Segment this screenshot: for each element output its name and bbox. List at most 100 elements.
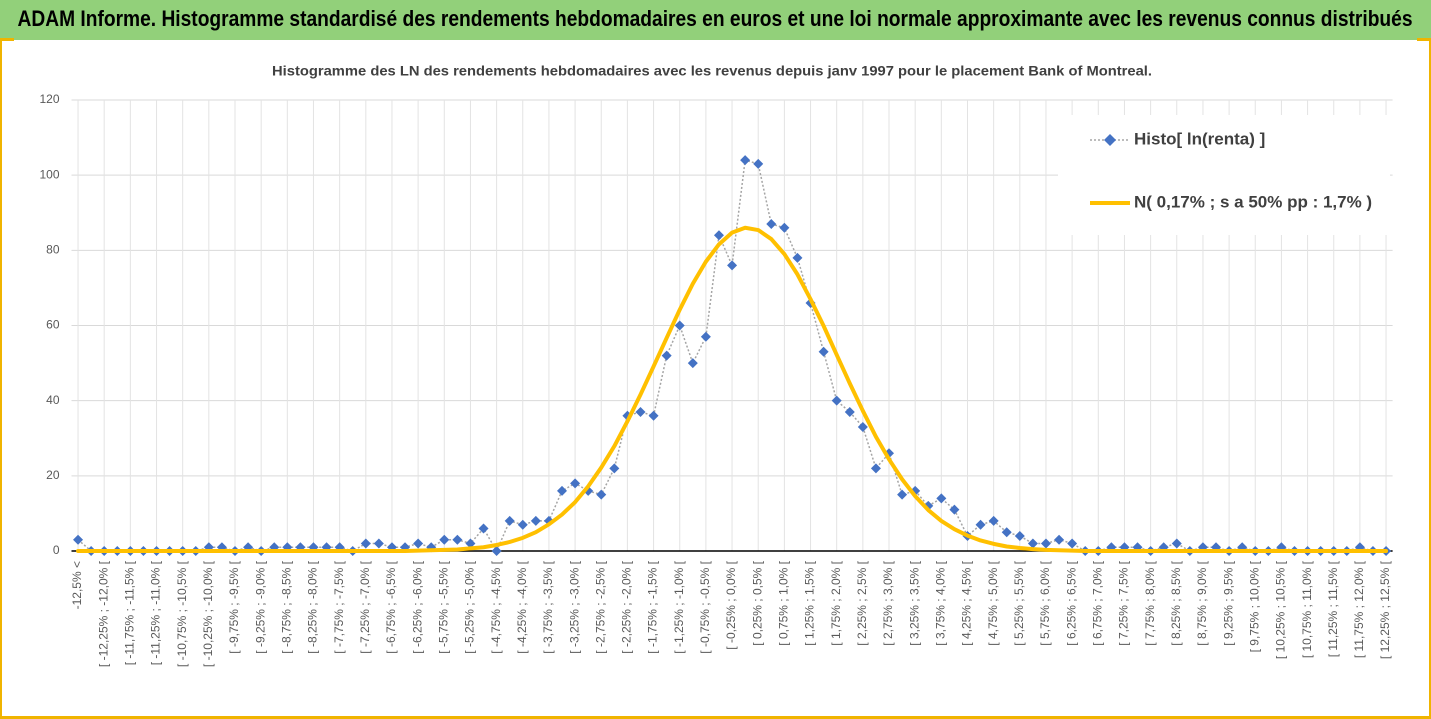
x-tick-label: [ 5,75% ; 6,0% [ (1038, 560, 1052, 645)
legend-label: N( 0,17% ; s a 50% pp : 1,7% ) (1134, 192, 1372, 211)
series-curve (76, 225, 1389, 553)
data-point (439, 534, 450, 545)
x-tick-label: [ -3,75% ; -3,5% [ (541, 560, 555, 653)
x-tick-label: [ 3,25% ; 3,5% [ (907, 560, 921, 645)
x-tick-label: [ 7,75% ; 8,0% [ (1143, 560, 1157, 645)
data-point (491, 546, 502, 556)
x-tick-label: [ 5,25% ; 5,5% [ (1012, 560, 1026, 645)
data-point (897, 489, 908, 500)
x-tick-label: [ 9,25% ; 9,5% [ (1221, 560, 1235, 645)
x-tick-label: [ -1,25% ; -1,0% [ (672, 560, 686, 653)
legend-label: Histo[ ln(renta) ] (1134, 129, 1265, 148)
data-point (988, 515, 999, 526)
legend-box (1058, 115, 1390, 235)
data-point (687, 358, 698, 369)
data-point (713, 230, 724, 241)
x-tick-label: [ 6,25% ; 6,5% [ (1064, 560, 1078, 645)
x-tick-label: [ -11,75% ; -11,5% [ (123, 560, 137, 665)
data-point (504, 515, 515, 526)
x-tick-label: [ 2,75% ; 3,0% [ (881, 560, 895, 645)
x-tick-label: [ 12,25% ; 12,5% [ (1378, 560, 1392, 659)
x-tick-label: [ 4,25% ; 4,5% [ (960, 560, 974, 645)
data-point (753, 158, 764, 169)
data-point (478, 523, 489, 534)
y-tick-label: 60 (46, 318, 60, 332)
legend-marker (1104, 134, 1116, 146)
x-tick-label: [ 11,75% ; 12,0% [ (1352, 560, 1366, 658)
frame-bottom (0, 716, 1431, 719)
data-point (609, 463, 620, 474)
y-tick-label: 20 (46, 468, 60, 482)
x-tick-label: [ 8,75% ; 9,0% [ (1195, 560, 1209, 645)
data-point (635, 406, 646, 417)
x-tick-label: [ -12,25% ; -12,0% [ (96, 560, 110, 667)
data-point (373, 538, 384, 549)
x-tick-label: [ -7,25% ; -7,0% [ (358, 560, 372, 653)
data-point (1054, 534, 1065, 545)
x-tick-label: [ -0,25% ; 0,0% [ (724, 560, 738, 649)
y-tick-label: 40 (46, 393, 60, 407)
frame-right (1429, 38, 1431, 719)
data-point (452, 534, 463, 545)
data-point (661, 350, 672, 361)
x-tick-label: [ -3,25% ; -3,0% [ (567, 560, 581, 653)
x-tick-label: [ -5,25% ; -5,0% [ (463, 560, 477, 653)
data-point (360, 538, 371, 549)
x-tick-label: [ 11,25% ; 11,5% [ (1326, 560, 1340, 657)
data-point (779, 222, 790, 233)
data-point (857, 421, 868, 432)
x-tick-label: [ 7,25% ; 7,5% [ (1117, 560, 1131, 645)
header-bar (0, 0, 1431, 40)
data-point (740, 155, 751, 166)
data-point (766, 219, 777, 230)
x-tick-label: [ -8,75% ; -8,5% [ (279, 560, 293, 653)
data-point (648, 410, 659, 421)
data-point (936, 493, 947, 504)
data-point (727, 260, 738, 271)
x-tick-label: [ 1,75% ; 2,0% [ (829, 560, 843, 645)
x-tick-label: [ -0,75% ; -0,5% [ (698, 560, 712, 653)
x-tick-label: [ 4,75% ; 5,0% [ (986, 560, 1000, 645)
x-tick-label: [ -1,75% ; -1,5% [ (646, 560, 660, 653)
x-tick-label: [ -10,25% ; -10,0% [ (201, 560, 215, 667)
x-tick-label: [ -9,75% ; -9,5% [ (227, 560, 241, 653)
data-point (1067, 538, 1078, 549)
data-point (1171, 538, 1182, 549)
data-point (844, 406, 855, 417)
x-tick-label: [ -2,75% ; -2,5% [ (593, 560, 607, 653)
x-tick-label: [ -6,75% ; -6,5% [ (384, 560, 398, 653)
x-tick-label: -12,5% < (70, 561, 84, 609)
data-point (870, 463, 881, 474)
data-point (530, 515, 541, 526)
chart-title: Histogramme des LN des rendements hebdom… (272, 63, 1152, 79)
frame-left (0, 38, 2, 719)
x-tick-label: [ 3,75% ; 4,0% [ (934, 560, 948, 645)
x-tick-label: [ 2,25% ; 2,5% [ (855, 560, 869, 645)
x-tick-label: [ 10,25% ; 10,5% [ (1274, 560, 1288, 659)
data-point (700, 331, 711, 342)
x-tick-label: [ -7,75% ; -7,5% [ (332, 560, 346, 653)
x-tick-label: [ 0,25% ; 0,5% [ (750, 560, 764, 645)
data-point (831, 395, 842, 406)
x-tick-label: [ 6,75% ; 7,0% [ (1090, 560, 1104, 645)
data-point (1040, 538, 1051, 549)
corner-accent (1417, 38, 1431, 41)
x-tick-label: [ -9,25% ; -9,0% [ (253, 560, 267, 653)
x-tick-label: [ -11,25% ; -11,0% [ (149, 560, 163, 665)
x-tick-label: [ -8,25% ; -8,0% [ (306, 560, 320, 653)
data-point (73, 534, 84, 545)
x-tick-label: [ 8,25% ; 8,5% [ (1169, 560, 1183, 645)
y-tick-label: 100 (39, 167, 59, 181)
data-point (975, 519, 986, 530)
y-tick-label: 0 (53, 543, 60, 557)
x-tick-label: [ 10,75% ; 11,0% [ (1300, 560, 1314, 658)
x-tick-label: [ -10,75% ; -10,5% [ (175, 560, 189, 667)
x-tick-label: [ 1,25% ; 1,5% [ (803, 560, 817, 645)
y-tick-label: 120 (39, 92, 59, 106)
x-tick-label: [ -6,25% ; -6,0% [ (410, 560, 424, 653)
data-point (818, 346, 829, 357)
y-tick-label: 80 (46, 243, 60, 257)
data-point (949, 504, 960, 515)
